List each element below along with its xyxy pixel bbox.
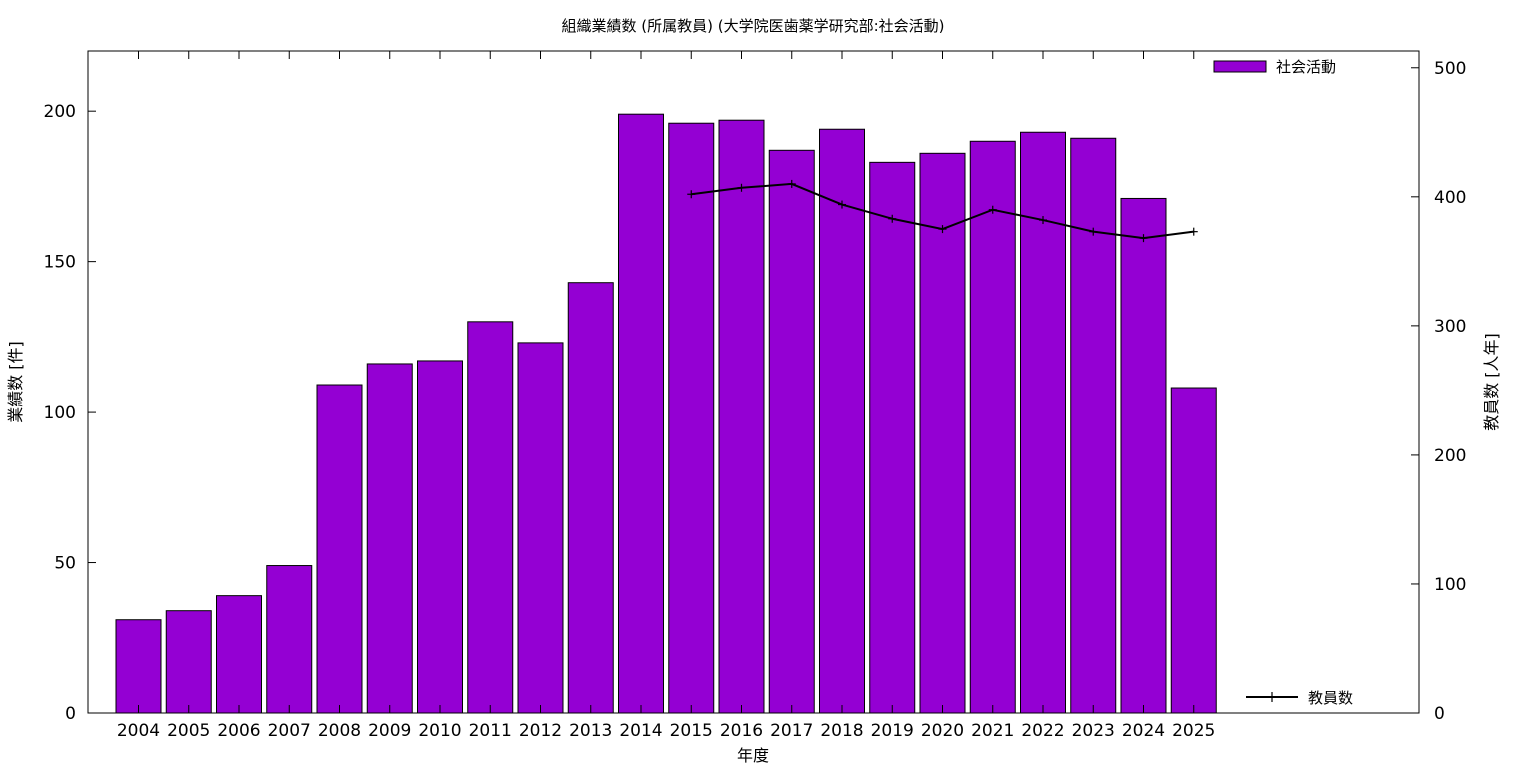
x-tick-label: 2012 (519, 721, 562, 741)
bar-2012 (517, 342, 564, 714)
bar-2008 (316, 384, 363, 714)
y2-axis-label: 教員数 [人年] (1482, 333, 1501, 431)
line-point-2024 (1139, 234, 1148, 243)
x-tick-label: 2020 (921, 721, 964, 741)
bar-2011 (467, 321, 514, 714)
y2-tick-label: 500 (1434, 59, 1466, 79)
bar-2022 (1020, 131, 1066, 714)
x-tick-label: 2014 (619, 721, 662, 741)
bars-group (115, 113, 1217, 714)
line-point-2023 (1089, 227, 1098, 236)
line-point-2018 (838, 200, 846, 209)
x-tick-label: 2009 (368, 721, 411, 741)
line-point-2019 (888, 214, 897, 223)
line-point-2025 (1189, 227, 1198, 236)
legend-line: 教員数 (1246, 689, 1353, 707)
chart-title: 組織業績数 (所属教員) (大学院医歯薬学研究部:社会活動) (561, 17, 944, 35)
x-tick-label: 2010 (418, 721, 461, 741)
x-tick-label: 2024 (1122, 721, 1165, 741)
y2-tick-label: 200 (1434, 446, 1466, 466)
y2-axis-ticks: 0 100 200 300 400 500 (1411, 59, 1466, 724)
bar-2017 (768, 149, 815, 714)
y2-tick-label: 300 (1434, 317, 1466, 337)
y-tick-label: 0 (65, 704, 76, 724)
line-point-2022 (1039, 216, 1047, 225)
legend-line-label: 教員数 (1308, 689, 1353, 707)
bar-2007 (266, 565, 313, 714)
x-tick-label: 2016 (720, 721, 763, 741)
legend-bar-label: 社会活動 (1276, 58, 1336, 76)
x-tick-label: 2018 (820, 721, 863, 741)
bar-2019 (869, 161, 916, 714)
x-axis-ticks: 2004 2005 2006 2007 2008 2009 2010 2011 2012 2013… (117, 51, 1215, 741)
y2-tick-label: 100 (1434, 575, 1466, 595)
bar-2016 (718, 119, 765, 714)
x-tick-label: 2025 (1172, 721, 1215, 741)
x-tick-label: 2023 (1072, 721, 1115, 741)
bar-2020 (919, 152, 966, 714)
line-point-2017 (787, 179, 796, 188)
bar-2005 (165, 610, 212, 714)
y-tick-label: 200 (44, 102, 76, 122)
x-tick-label: 2005 (167, 721, 210, 741)
bar-2024 (1120, 197, 1167, 714)
x-axis-label: 年度 (737, 746, 769, 765)
x-tick-label: 2021 (971, 721, 1014, 741)
bar-2009 (366, 363, 413, 714)
legend-bar-swatch (1213, 60, 1267, 73)
y-tick-label: 150 (44, 253, 76, 273)
line-series-group (687, 179, 1198, 243)
x-tick-label: 2011 (469, 721, 512, 741)
x-tick-label: 2022 (1021, 721, 1064, 741)
bar-2004 (115, 619, 162, 714)
bar-2015 (668, 122, 715, 714)
bar-2021 (969, 140, 1016, 714)
y-tick-label: 100 (44, 403, 76, 423)
y-tick-label: 50 (54, 554, 76, 574)
bar-2006 (216, 595, 262, 714)
line-point-2020 (938, 225, 947, 234)
x-tick-label: 2006 (217, 721, 260, 741)
line-point-2016 (737, 183, 746, 192)
bar-2013 (567, 282, 614, 714)
y2-tick-label: 400 (1434, 188, 1466, 208)
bar-2023 (1070, 137, 1117, 714)
bar-2010 (417, 360, 463, 714)
x-tick-label: 2019 (871, 721, 914, 741)
y-axis-label: 業績数 [件] (6, 341, 25, 423)
y-axis-ticks: 0 50 100 150 200 (44, 102, 96, 724)
x-tick-label: 2007 (268, 721, 311, 741)
bar-2018 (819, 128, 865, 714)
bar-2014 (618, 113, 664, 714)
x-tick-label: 2004 (117, 721, 160, 741)
legend-bar: 社会活動 (1213, 58, 1336, 76)
x-tick-label: 2008 (318, 721, 361, 741)
line-point-2015 (687, 190, 696, 199)
x-tick-label: 2015 (670, 721, 713, 741)
line-point-2021 (988, 205, 997, 214)
y2-tick-label: 0 (1434, 704, 1445, 724)
plot-frame (87, 50, 1420, 714)
x-tick-label: 2013 (569, 721, 612, 741)
bar-2025 (1170, 387, 1217, 714)
x-tick-label: 2017 (770, 721, 813, 741)
